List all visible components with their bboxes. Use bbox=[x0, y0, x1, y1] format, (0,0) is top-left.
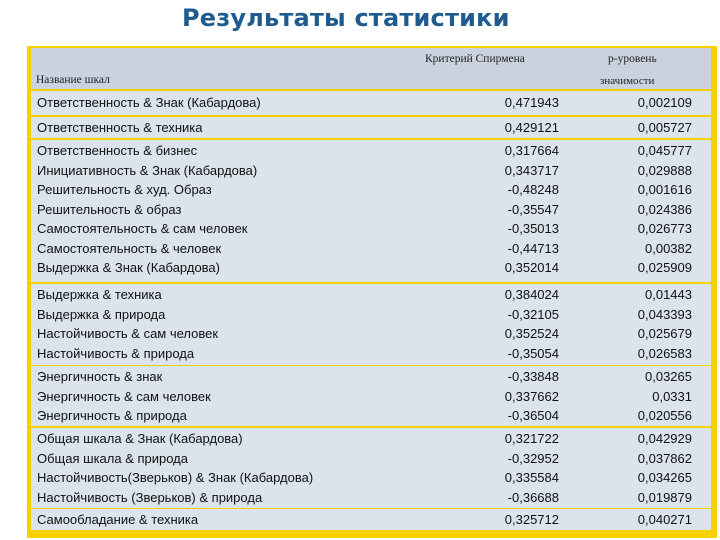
row-scale-name: Энергичность & природа bbox=[37, 408, 187, 423]
row-spearman-value: 0,343717 bbox=[504, 162, 559, 178]
row-p-value: 0,025679 bbox=[637, 326, 692, 341]
row-scale-name: Настойчивость(Зверьков) & Знак (Кабардов… bbox=[37, 470, 314, 485]
table-row-group bbox=[31, 428, 711, 508]
row-scale-name: Энергичность & знак bbox=[37, 369, 163, 384]
row-scale-name: Ответственность & Знак (Кабардова) bbox=[37, 95, 261, 110]
row-spearman-value: -0,48248 bbox=[507, 182, 559, 197]
row-p-value: 0,01443 bbox=[645, 287, 692, 302]
column-header-criterion: Критерий Спирмена bbox=[425, 53, 525, 65]
table-row-group bbox=[31, 284, 711, 365]
row-scale-name: Настойчивость & сам человек bbox=[37, 326, 219, 341]
page-title: Результаты статистики bbox=[182, 4, 510, 32]
row-spearman-value: 0,337662 bbox=[504, 388, 559, 404]
row-scale-name: Настойчивость (Зверьков) & природа bbox=[37, 489, 263, 505]
row-spearman-value: 0,321722 bbox=[504, 431, 559, 446]
row-p-value: 0,026773 bbox=[637, 221, 692, 236]
row-scale-name: Решительность & худ. Образ bbox=[37, 182, 212, 197]
row-p-value: 0,002109 bbox=[637, 95, 692, 110]
row-scale-name: Ответственность & техника bbox=[37, 119, 203, 135]
row-spearman-value: 0,352014 bbox=[504, 260, 559, 275]
table-header-bottom bbox=[31, 72, 711, 89]
row-spearman-value: -0,35054 bbox=[507, 345, 559, 361]
row-p-value: 0,026583 bbox=[637, 345, 692, 361]
row-spearman-value: 0,352524 bbox=[504, 326, 559, 341]
row-scale-name: Общая шкала & природа bbox=[37, 450, 188, 466]
row-p-value: 0,019879 bbox=[637, 489, 692, 505]
row-p-value: 0,025909 bbox=[637, 260, 692, 275]
row-p-value: 0,0331 bbox=[652, 388, 692, 404]
row-scale-name: Выдержка & Знак (Кабардова) bbox=[37, 260, 220, 275]
row-p-value: 0,040271 bbox=[637, 511, 692, 527]
row-spearman-value: 0,317664 bbox=[504, 143, 559, 158]
row-p-value: 0,005727 bbox=[637, 119, 692, 135]
row-scale-name: Энергичность & сам человек bbox=[37, 388, 211, 404]
row-spearman-value: -0,35013 bbox=[507, 221, 559, 236]
table-header-top bbox=[31, 48, 711, 72]
row-spearman-value: 0,471943 bbox=[504, 95, 559, 110]
row-spearman-value: 0,335584 bbox=[504, 470, 559, 485]
row-p-value: 0,024386 bbox=[637, 201, 692, 217]
row-p-value: 0,03265 bbox=[645, 369, 692, 384]
row-scale-name: Инициативность & Знак (Кабардова) bbox=[37, 162, 258, 178]
row-scale-name: Решительность & образ bbox=[37, 201, 182, 217]
row-p-value: 0,020556 bbox=[637, 408, 692, 423]
table-row-group bbox=[31, 91, 711, 115]
row-p-value: 0,043393 bbox=[637, 306, 692, 322]
row-scale-name: Самообладание & техника bbox=[37, 511, 199, 527]
column-header-p-level: p-уровень bbox=[608, 53, 657, 65]
row-spearman-value: -0,33848 bbox=[507, 369, 559, 384]
table-row-group bbox=[31, 140, 711, 282]
row-spearman-value: -0,36688 bbox=[507, 489, 559, 505]
table-row-group bbox=[31, 366, 711, 426]
row-spearman-value: -0,32105 bbox=[507, 306, 559, 322]
row-scale-name: Настойчивость & природа bbox=[37, 345, 195, 361]
row-p-value: 0,00382 bbox=[645, 240, 692, 256]
row-scale-name: Ответственность & бизнес bbox=[37, 143, 198, 158]
row-p-value: 0,042929 bbox=[637, 431, 692, 446]
row-spearman-value: 0,325712 bbox=[504, 511, 559, 527]
row-scale-name: Самостоятельность & сам человек bbox=[37, 221, 248, 236]
row-scale-name: Самостоятельность & человек bbox=[37, 240, 222, 256]
row-spearman-value: 0,429121 bbox=[504, 119, 559, 135]
row-p-value: 0,045777 bbox=[637, 143, 692, 158]
row-scale-name: Выдержка & природа bbox=[37, 306, 166, 322]
row-spearman-value: -0,35547 bbox=[507, 201, 559, 217]
table-row-group bbox=[31, 509, 711, 530]
row-p-value: 0,034265 bbox=[637, 470, 692, 485]
table-row-group bbox=[31, 117, 711, 138]
row-spearman-value: -0,32952 bbox=[507, 450, 559, 466]
row-spearman-value: -0,44713 bbox=[507, 240, 559, 256]
row-scale-name: Общая шкала & Знак (Кабардова) bbox=[37, 431, 243, 446]
row-spearman-value: -0,36504 bbox=[507, 408, 559, 423]
column-header-significance: значимости bbox=[600, 75, 655, 87]
row-p-value: 0,001616 bbox=[637, 182, 692, 197]
row-spearman-value: 0,384024 bbox=[504, 287, 559, 302]
column-header-scale-names: Название шкал bbox=[36, 74, 110, 86]
row-p-value: 0,029888 bbox=[637, 162, 692, 178]
row-scale-name: Выдержка & техника bbox=[37, 287, 162, 302]
row-p-value: 0,037862 bbox=[637, 450, 692, 466]
